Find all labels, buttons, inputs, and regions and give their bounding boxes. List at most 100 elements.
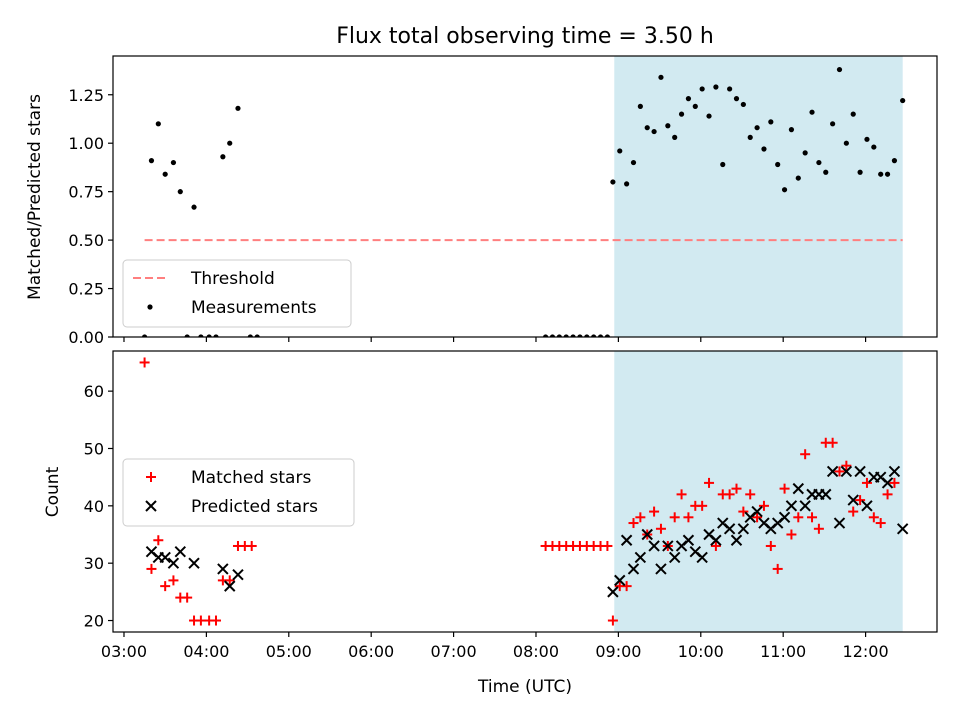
matched-star-point: [738, 506, 749, 517]
measurement-point: [678, 111, 685, 117]
measurement-point: [850, 111, 856, 117]
measurement-point: [563, 334, 569, 337]
predicted-star-stroke-b: [874, 471, 887, 483]
measurement-point: [198, 334, 204, 337]
predicted-star-point: [730, 534, 743, 546]
ratio-panel: 0.00 0.25 0.50 0.75 1.00 1.25 Threshold Measure…: [68, 55, 938, 347]
predicted-star-point: [634, 551, 647, 564]
matched-star-point: [758, 500, 769, 511]
matched-star-point: [697, 500, 708, 511]
matched-star-point: [841, 460, 852, 471]
measurement-point: [191, 204, 197, 210]
matched-star-point: [779, 483, 790, 494]
predicted-star-point: [840, 465, 853, 478]
matched-star-point: [139, 357, 150, 368]
measurement-point: [591, 334, 597, 337]
predicted-star-stroke-b: [785, 500, 798, 512]
predicted-star-stroke-b: [188, 557, 200, 569]
predicted-star-stroke-b: [833, 517, 846, 529]
predicted-star-stroke-b: [627, 563, 640, 575]
predicted-star-stroke-b: [224, 580, 236, 592]
x-tick-label: 09:00: [595, 642, 641, 661]
predicted-star-stroke-b: [881, 477, 894, 489]
predicted-star-stroke-b: [717, 517, 729, 529]
top-shaded-span: [614, 56, 903, 337]
matched-star-point: [875, 518, 886, 529]
x-tick-label: 07:00: [431, 642, 477, 661]
measurement-point: [610, 179, 616, 185]
measurement-point: [857, 169, 863, 175]
predicted-star-stroke-b: [167, 557, 180, 569]
measurement-point: [658, 74, 664, 80]
measurement-point: [624, 181, 630, 187]
measurement-point: [637, 103, 643, 109]
top-y-tick-label: 0.75: [68, 183, 104, 202]
top-legend: Threshold Measurements: [122, 259, 352, 328]
measurement-point: [665, 123, 671, 129]
matched-star-point: [793, 512, 804, 523]
top-legend-box: [122, 259, 352, 328]
matched-star-point: [800, 449, 811, 460]
measurement-point: [556, 334, 562, 337]
predicted-star-stroke-b: [655, 563, 667, 575]
matched-star-point: [827, 437, 838, 448]
predicted-star-point: [820, 488, 832, 501]
predicted-star-point: [696, 551, 708, 564]
matched-star-point: [765, 540, 776, 551]
measurement-point: [795, 175, 801, 181]
predicted-star-point: [159, 551, 171, 564]
measurement-point: [706, 113, 712, 119]
x-tick-label: 08:00: [513, 642, 559, 661]
measurement-point: [699, 86, 705, 92]
predicted-star-point: [861, 500, 873, 512]
matched-star-point: [704, 477, 715, 488]
predicted-star-point: [723, 523, 736, 535]
measurement-point: [617, 148, 623, 154]
measurement-point: [685, 96, 692, 102]
predicted-star-stroke-b: [723, 523, 736, 535]
matched-star-point: [224, 575, 235, 586]
x-tick-label: 10:00: [678, 642, 724, 661]
matched-star-point: [211, 615, 221, 626]
predicted-star-stroke-b: [703, 528, 715, 541]
predicted-star-point: [641, 528, 653, 541]
measurement-point: [713, 84, 719, 90]
matched-star-point: [602, 540, 613, 551]
measurement-point: [754, 125, 760, 131]
predicted-star-stroke-b: [232, 568, 244, 581]
measurement-point: [220, 154, 226, 160]
measurement-point: [141, 334, 148, 337]
x-tick-label: 06:00: [348, 642, 394, 661]
predicted-star-stroke-b: [696, 551, 708, 564]
matched-star-point: [889, 477, 900, 488]
measurement-point: [836, 66, 843, 73]
top-y-axis-label: Matched/Predicted stars: [25, 94, 45, 300]
predicted-star-point: [737, 523, 750, 535]
predicted-star-stroke-b: [826, 465, 839, 478]
x-tick-label: 11:00: [760, 642, 806, 661]
predicted-star-stroke-b: [634, 551, 647, 564]
predicted-star-stroke-b: [861, 500, 873, 512]
measurement-point: [227, 140, 233, 146]
predicted-star-stroke-b: [710, 534, 722, 546]
measurement-point: [788, 127, 795, 133]
bottom-axes-frame: [112, 350, 938, 633]
measurement-point: [747, 134, 753, 140]
predicted-star-point: [881, 477, 894, 489]
predicted-star-point: [627, 563, 640, 575]
predicted-star-stroke-b: [159, 551, 171, 564]
bottom-y-tick-label: 40: [84, 497, 104, 516]
matched-star-point: [655, 523, 666, 534]
measurement-point: [720, 161, 726, 168]
predicted-star-stroke-b: [778, 511, 791, 524]
predicted-star-point: [854, 465, 866, 478]
x-axis-label: Time (UTC): [477, 677, 572, 697]
predicted-star-stroke-b: [217, 563, 229, 575]
measurement-point: [235, 105, 241, 111]
predicted-star-stroke-b: [751, 505, 763, 518]
matched-star-point: [621, 581, 632, 592]
top-y-tick-label: 1.00: [68, 134, 104, 153]
predicted-star-stroke-b: [641, 528, 653, 541]
predicted-star-stroke-b: [792, 482, 805, 495]
